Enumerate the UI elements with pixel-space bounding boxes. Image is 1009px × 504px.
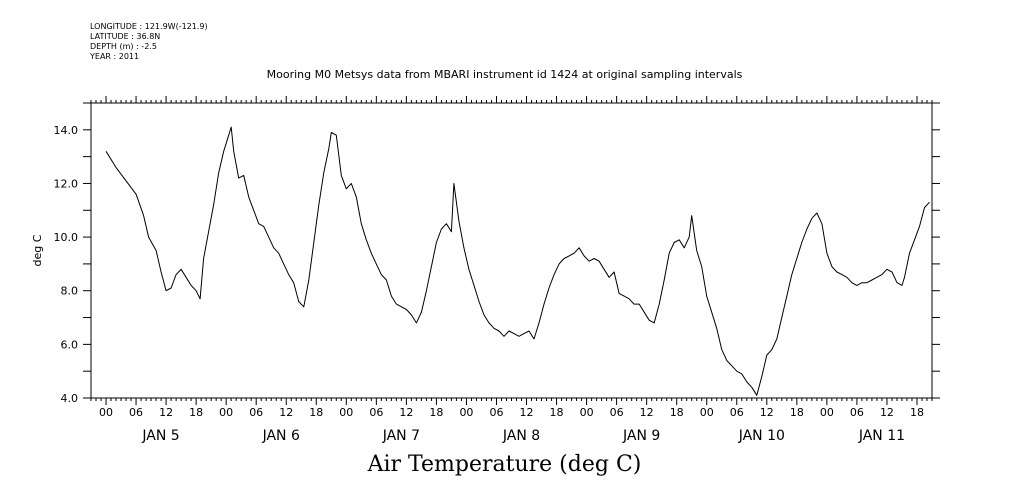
x-tick-label: 12 [640,406,654,419]
x-tick-label: 12 [520,406,534,419]
x-day-label: JAN 5 [141,428,179,444]
x-tick-label: 06 [850,406,864,419]
x-tick-label: 06 [369,406,383,419]
y-axis-label: deg C [31,234,44,266]
x-tick-label: 12 [279,406,293,419]
x-tick-label: 00 [700,406,714,419]
x-tick-label: 00 [339,406,353,419]
x-tick-label: 18 [910,406,924,419]
y-tick-label: 8.0 [61,285,79,298]
x-tick-label: 00 [99,406,113,419]
x-tick-label: 18 [790,406,804,419]
x-axis-title: Air Temperature (deg C) [367,452,642,477]
x-tick-label: 06 [610,406,624,419]
y-tick-label: 6.0 [61,338,79,351]
x-tick-label: 00 [820,406,834,419]
x-day-label: JAN 8 [502,428,540,444]
x-tick-label: 12 [880,406,894,419]
x-tick-label: 18 [550,406,564,419]
x-tick-label: 12 [159,406,173,419]
x-tick-label: 00 [580,406,594,419]
x-day-label: JAN 11 [858,428,905,444]
y-tick-label: 10.0 [54,231,79,244]
x-day-label: JAN 10 [738,428,785,444]
plot-frame [90,102,933,399]
x-tick-label: 06 [129,406,143,419]
x-tick-label: 12 [760,406,774,419]
x-tick-label: 18 [429,406,443,419]
x-tick-label: 00 [219,406,233,419]
x-tick-label: 18 [309,406,323,419]
x-tick-label: 18 [189,406,203,419]
x-tick-label: 06 [489,406,503,419]
meta-depth: DEPTH (m) : -2.5 [90,42,157,51]
y-tick-label: 12.0 [54,177,79,190]
series-line-air-temperature [105,126,930,396]
x-tick-label: 18 [670,406,684,419]
x-day-label: JAN 9 [622,428,660,444]
x-tick-label: 06 [730,406,744,419]
x-day-label: JAN 7 [382,428,420,444]
x-day-label: JAN 6 [262,428,300,444]
x-tick-label: 00 [459,406,473,419]
y-tick-label: 4.0 [61,392,79,405]
meta-latitude: LATITUDE : 36.8N [90,32,161,41]
meta-longitude: LONGITUDE : 121.9W(-121.9) [90,22,208,31]
x-tick-label: 06 [249,406,263,419]
x-tick-label: 12 [399,406,413,419]
chart-title: Mooring M0 Metsys data from MBARI instru… [266,68,743,81]
y-tick-label: 14.0 [54,124,79,137]
meta-year: YEAR : 2011 [90,52,140,61]
